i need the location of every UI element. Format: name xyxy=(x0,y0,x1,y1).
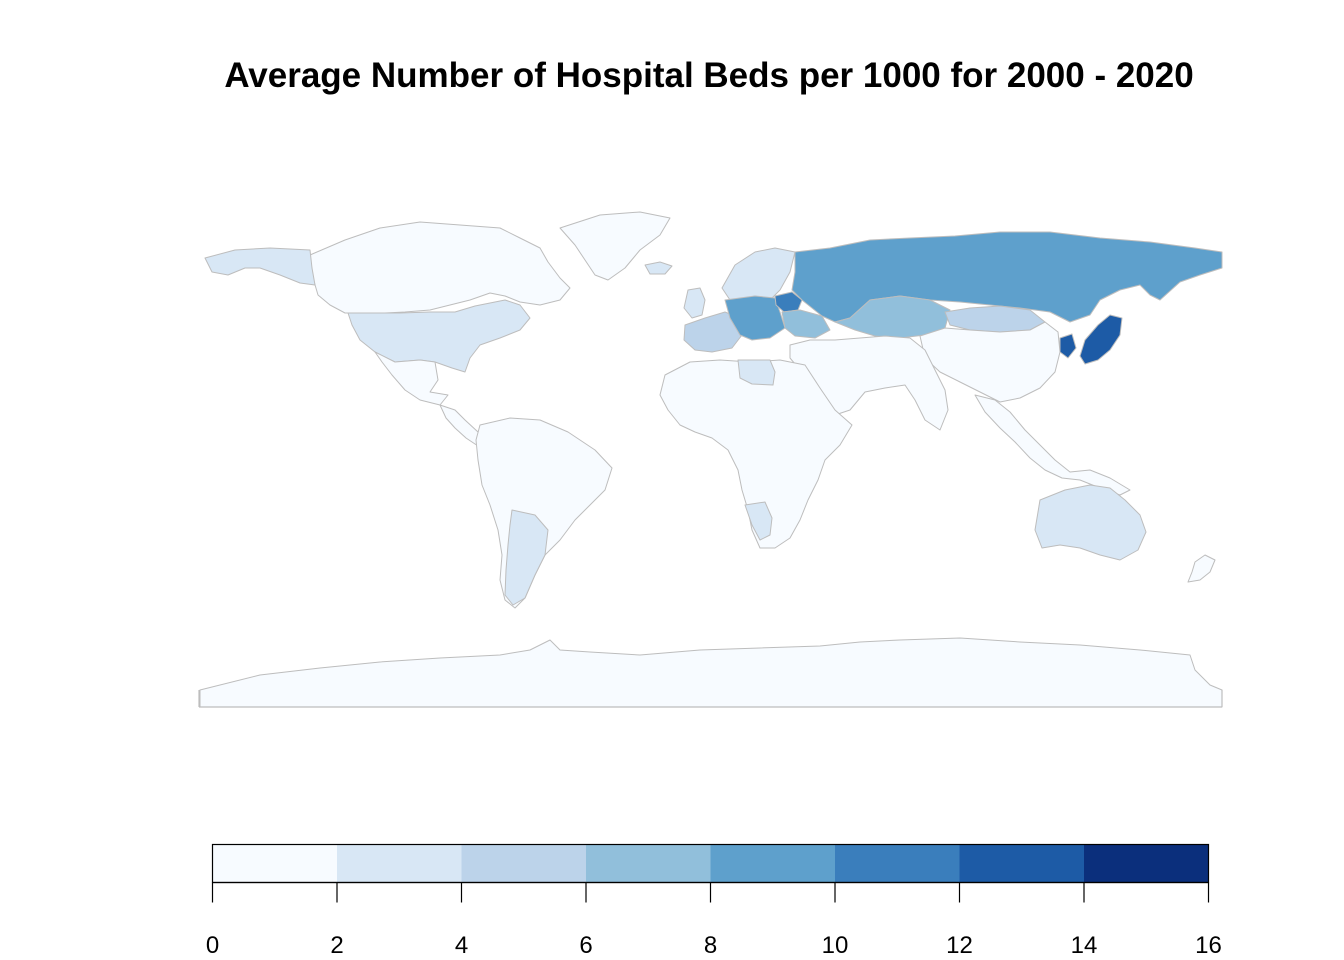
region-iceland xyxy=(644,261,673,275)
legend-tick-label: 12 xyxy=(946,932,973,959)
legend-cell xyxy=(461,844,586,883)
legend-cell xyxy=(586,844,711,883)
legend-cell xyxy=(337,844,462,883)
legend-tick-label: 16 xyxy=(1195,932,1222,959)
legend-tick-label: 8 xyxy=(704,932,717,959)
region-africa xyxy=(659,359,853,549)
region-mexico xyxy=(374,351,449,406)
legend-tick-label: 2 xyxy=(330,932,343,959)
legend-cell xyxy=(212,844,337,883)
legend-tick-label: 0 xyxy=(206,932,219,959)
region-western-europe xyxy=(683,311,743,353)
region-alaska xyxy=(204,247,316,286)
legend-cell xyxy=(959,844,1084,883)
region-japan xyxy=(1079,314,1123,365)
region-ukraine xyxy=(781,309,831,339)
legend-tick-label: 6 xyxy=(579,932,592,959)
region-namibia xyxy=(744,501,773,541)
region-southeast-asia xyxy=(974,394,1131,496)
region-antarctica xyxy=(199,637,1223,708)
region-uk-ireland xyxy=(683,287,706,319)
region-australia xyxy=(1034,484,1147,561)
region-greenland xyxy=(559,211,671,281)
legend-cell xyxy=(710,844,835,883)
region-argentina xyxy=(504,509,549,606)
legend-tick-label: 10 xyxy=(822,932,849,959)
legend-tick-label: 4 xyxy=(455,932,468,959)
region-central-europe xyxy=(724,295,786,341)
legend-cell xyxy=(835,844,960,883)
map-title: Average Number of Hospital Beds per 1000… xyxy=(224,56,1194,95)
legend-tick-label: 14 xyxy=(1071,932,1098,959)
legend-cell xyxy=(1084,844,1209,883)
region-new-zealand xyxy=(1187,554,1216,583)
region-china xyxy=(919,321,1061,403)
region-libya xyxy=(737,359,776,386)
